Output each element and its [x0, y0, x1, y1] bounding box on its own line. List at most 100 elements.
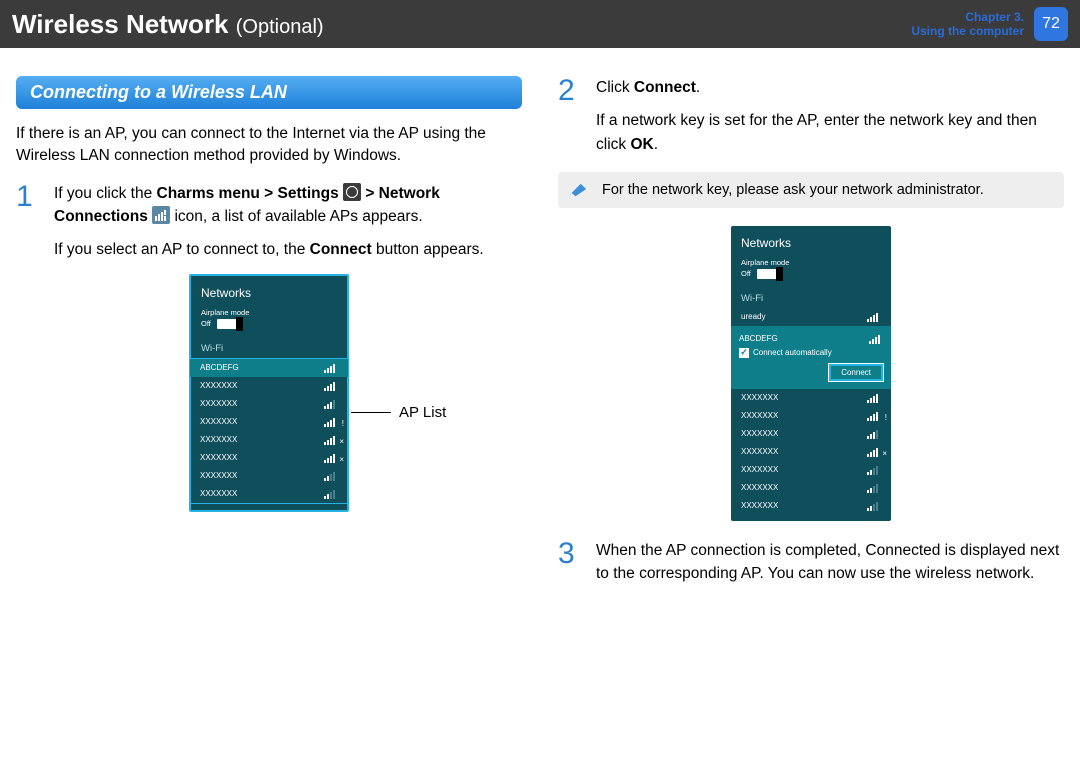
ap-row[interactable]: XXXXXXX [190, 431, 348, 449]
ap-list-highlight: ABCDEFG XXXXXXX XXXXXXX XXXXXXX XXXXXXX … [189, 358, 349, 504]
ap-row[interactable]: XXXXXXX [190, 395, 348, 413]
ap-name: XXXXXXX [741, 429, 778, 438]
airplane-mode-section: Airplane mode Off [191, 308, 347, 335]
gear-icon [343, 183, 361, 201]
text: icon, a list of available APs appears. [174, 208, 422, 225]
note-icon [568, 182, 590, 198]
ap-name: ABCDEFG [739, 334, 778, 343]
chapter-line2: Using the computer [911, 24, 1024, 38]
wifi-label: Wi-Fi [191, 335, 347, 358]
airplane-toggle[interactable] [757, 269, 783, 279]
networks-panel: Networks Airplane mode Off Wi-Fi ABCDEFG… [189, 274, 349, 512]
connect-button-wrap: Connect [739, 364, 883, 381]
ap-name: uready [741, 312, 765, 321]
content-columns: Connecting to a Wireless LAN If there is… [0, 48, 1080, 613]
text: button appears. [372, 241, 484, 258]
ap-row[interactable]: XXXXXXX [731, 389, 891, 407]
text: If a network key is set for the AP, ente… [596, 112, 1037, 152]
airplane-label: Airplane mode [201, 308, 337, 317]
panel-title: Networks [731, 226, 891, 258]
step-number: 2 [558, 76, 586, 156]
right-column: 2 Click Connect. If a network key is set… [558, 76, 1064, 597]
step-number: 1 [16, 182, 44, 262]
panel-title: Networks [191, 276, 347, 308]
step-body: When the AP connection is completed, Con… [596, 539, 1064, 586]
callout-label: AP List [399, 404, 446, 421]
signal-icon [324, 363, 338, 373]
signal-icon [867, 447, 881, 457]
ap-row[interactable]: XXXXXXX [731, 425, 891, 443]
ap-name: XXXXXXX [200, 453, 237, 462]
selected-ap-block: ABCDEFG ✓ Connect automatically Connect [731, 326, 891, 389]
ap-name: XXXXXXX [741, 411, 778, 420]
signal-bars-icon [152, 206, 170, 224]
ap-name: XXXXXXX [200, 489, 237, 498]
text-bold: Connect [310, 241, 372, 258]
ap-name: XXXXXXX [200, 381, 237, 390]
ap-row[interactable]: XXXXXXX [731, 479, 891, 497]
signal-icon [867, 312, 881, 322]
ap-name: XXXXXXX [741, 447, 778, 456]
ap-row[interactable]: XXXXXXX [731, 461, 891, 479]
text-bold: Charms menu > Settings [157, 185, 343, 202]
header-right: Chapter 3. Using the computer 72 [911, 7, 1068, 41]
ap-row[interactable]: XXXXXXX [190, 449, 348, 467]
ap-name: XXXXXXX [200, 399, 237, 408]
step1-sub: If you select an AP to connect to, the C… [54, 238, 522, 261]
ap-row[interactable]: XXXXXXX [190, 485, 348, 503]
figure-ap-list: Networks Airplane mode Off Wi-Fi ABCDEFG… [16, 274, 522, 512]
note-box: For the network key, please ask your net… [558, 172, 1064, 208]
title-main: Wireless Network [12, 9, 229, 39]
callout-line [351, 412, 391, 413]
ap-row[interactable]: XXXXXXX [190, 467, 348, 485]
step-1: 1 If you click the Charms menu > Setting… [16, 182, 522, 262]
step-body: Click Connect. If a network key is set f… [596, 76, 1064, 156]
signal-icon [324, 381, 338, 391]
intro-paragraph: If there is an AP, you can connect to th… [16, 123, 522, 168]
text: . [654, 136, 658, 153]
ap-row[interactable]: XXXXXXX [190, 377, 348, 395]
ap-row[interactable]: XXXXXXX [731, 497, 891, 515]
ap-name: XXXXXXX [741, 501, 778, 510]
ap-name: ABCDEFG [200, 363, 239, 372]
title-optional: (Optional) [236, 16, 324, 38]
airplane-mode-section: Airplane mode Off [731, 258, 891, 285]
airplane-state: Off [201, 319, 211, 328]
signal-icon [867, 429, 881, 439]
airplane-label: Airplane mode [741, 258, 881, 267]
signal-icon [324, 435, 338, 445]
ap-row-selected[interactable]: ABCDEFG [739, 330, 883, 348]
connect-button[interactable]: Connect [829, 364, 883, 381]
chapter-label: Chapter 3. Using the computer [911, 10, 1024, 39]
ap-name: XXXXXXX [741, 393, 778, 402]
ap-row[interactable]: uready [731, 308, 891, 326]
connect-auto-row[interactable]: ✓ Connect automatically [739, 348, 883, 358]
airplane-toggle[interactable] [217, 319, 243, 329]
signal-icon [869, 334, 883, 344]
ap-row[interactable]: XXXXXXX [190, 413, 348, 431]
text: If you select an AP to connect to, the [54, 241, 310, 258]
checkbox-icon[interactable]: ✓ [739, 348, 749, 358]
page-title: Wireless Network (Optional) [12, 9, 324, 40]
callout-ap-list: AP List [351, 404, 446, 421]
ap-name: XXXXXXX [200, 471, 237, 480]
networks-panel-connect: Networks Airplane mode Off Wi-Fi uready … [731, 226, 891, 521]
signal-icon [324, 453, 338, 463]
step-number: 3 [558, 539, 586, 586]
page-number-badge: 72 [1034, 7, 1068, 41]
ap-row[interactable]: XXXXXXX [731, 443, 891, 461]
signal-icon [867, 483, 881, 493]
note-text: For the network key, please ask your net… [602, 182, 984, 198]
airplane-row: Off [741, 269, 881, 279]
left-column: Connecting to a Wireless LAN If there is… [16, 76, 522, 597]
signal-icon [867, 393, 881, 403]
text: Click [596, 79, 634, 96]
signal-icon [867, 501, 881, 511]
ap-row[interactable]: ABCDEFG [190, 359, 348, 377]
text-bold: OK [630, 136, 653, 153]
ap-name: XXXXXXX [741, 483, 778, 492]
text: If you click the [54, 185, 157, 202]
airplane-row: Off [201, 319, 337, 329]
ap-row[interactable]: XXXXXXX [731, 407, 891, 425]
wifi-label: Wi-Fi [731, 285, 891, 308]
